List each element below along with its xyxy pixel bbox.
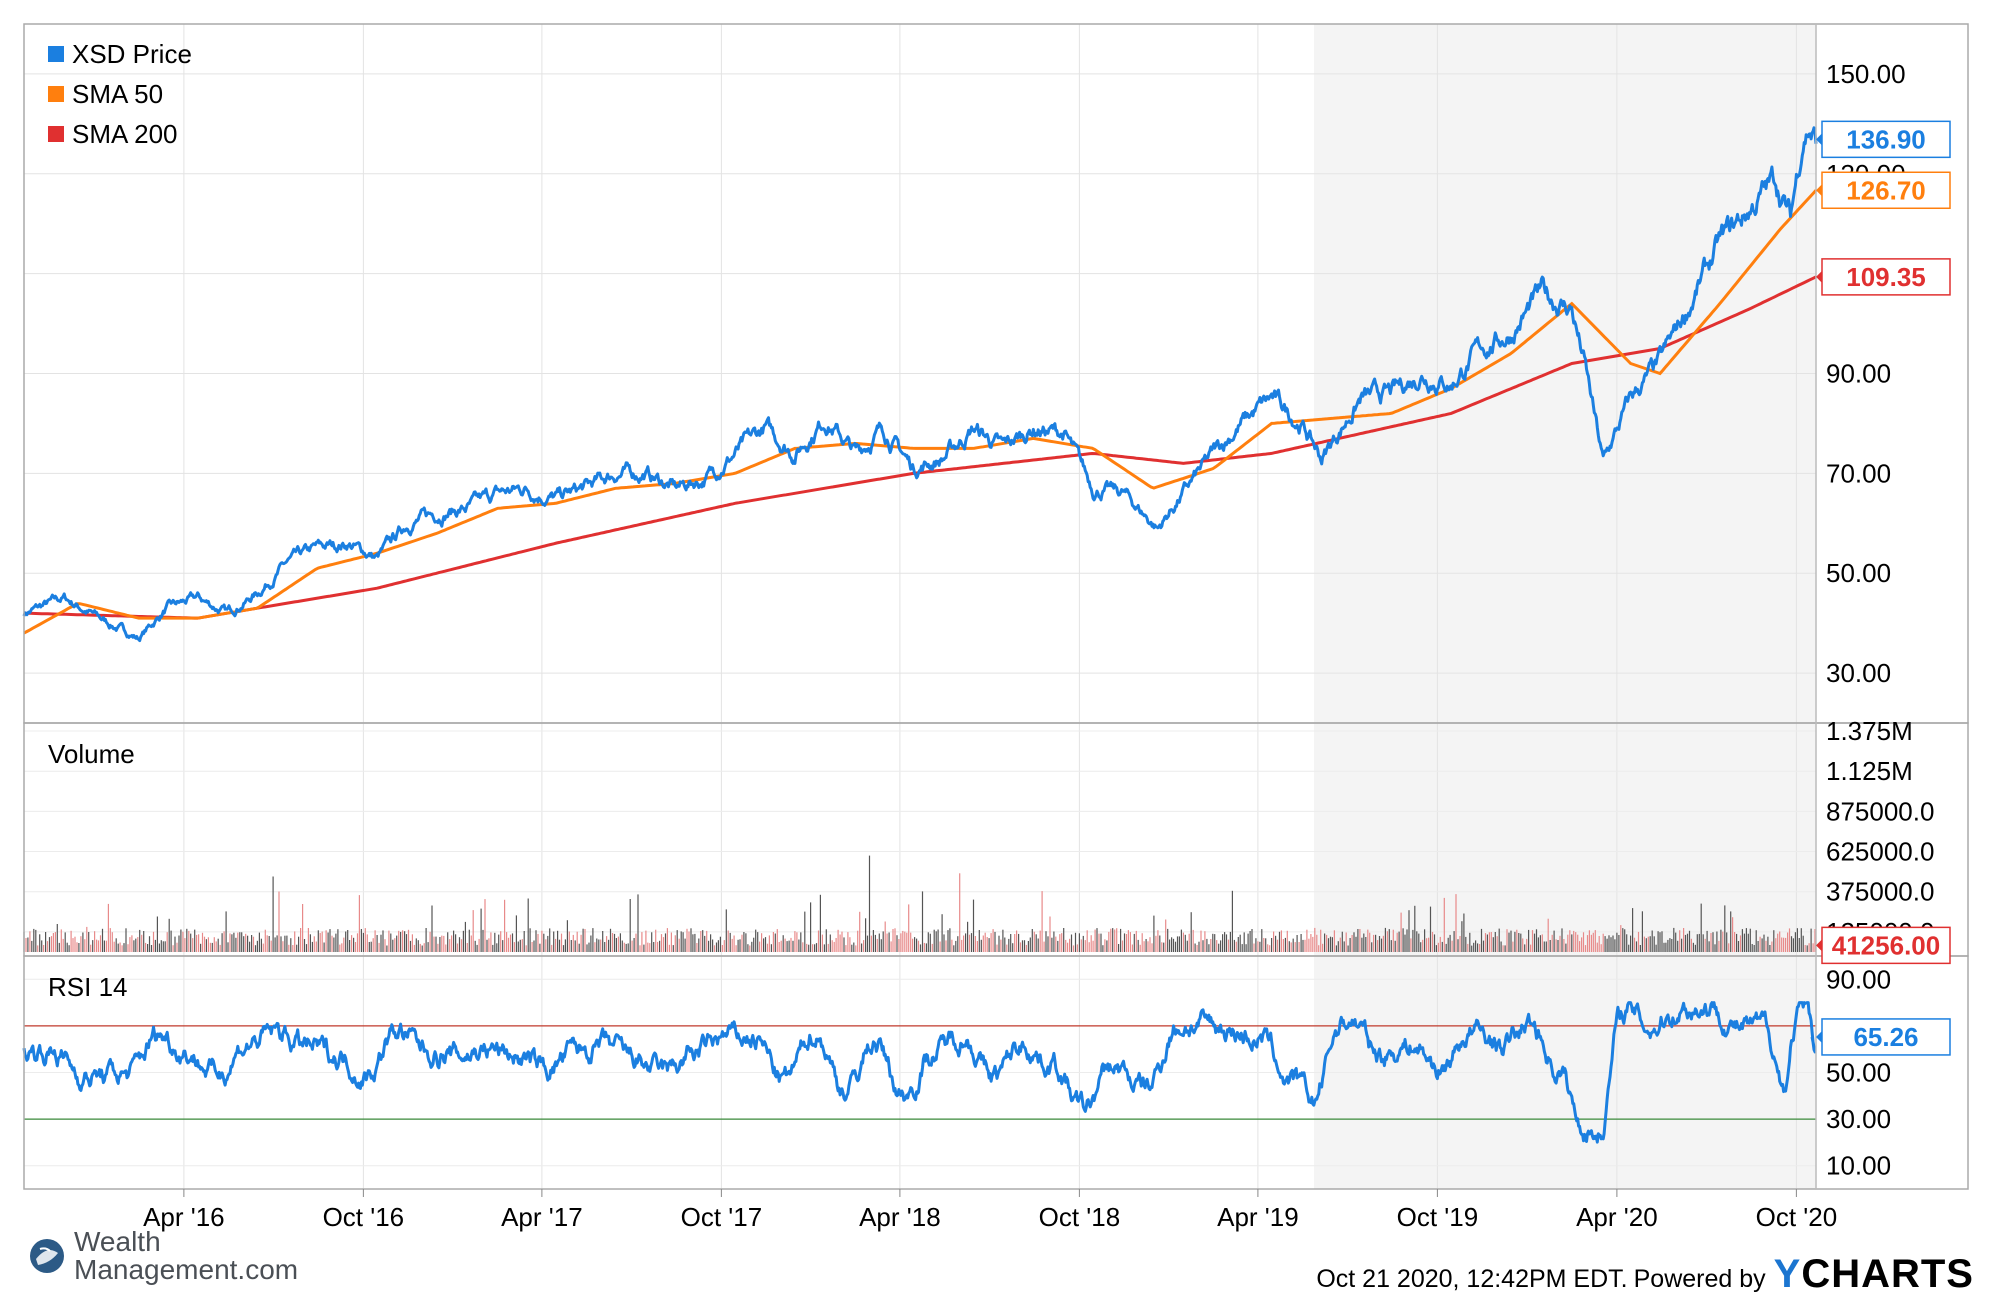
- sma50-value-tag-box: [1821, 171, 1951, 210]
- volume-panel-title: Volume: [48, 739, 135, 769]
- price-y-tick: 150.00: [1826, 59, 1906, 89]
- price-value-tag: 136.90: [1846, 124, 1926, 154]
- rsi-line: [22, 1001, 1817, 1144]
- legend-swatch-sma200: [48, 126, 64, 142]
- x-tick-label: Apr '20: [1576, 1202, 1658, 1232]
- price-y-tick: 90.00: [1826, 359, 1891, 389]
- price-y-tick: 50.00: [1826, 558, 1891, 588]
- rsi-panel-border: [23, 955, 1969, 1190]
- brand-text: Wealth Management.com: [74, 1228, 298, 1284]
- x-tick-label: Oct '20: [1756, 1202, 1838, 1232]
- ycharts-logo-rest: CHARTS: [1801, 1252, 1974, 1296]
- globe-icon: [30, 1239, 64, 1273]
- x-tick-label: Oct '16: [323, 1202, 405, 1232]
- volume-y-tick: 1.125M: [1826, 756, 1913, 786]
- sma50-value-tag: 126.70: [1846, 175, 1926, 205]
- sma200-value-tag-pointer: [1816, 270, 1822, 283]
- volume-value-tag-box: [1821, 926, 1951, 965]
- volume-y-tick: 875000.0: [1826, 796, 1934, 826]
- sma50-value-tag-pointer: [1816, 184, 1822, 197]
- legend-label-sma50: SMA 50: [72, 79, 163, 109]
- sma200-value-tag-box: [1821, 258, 1951, 296]
- x-tick-label: Apr '18: [859, 1202, 941, 1232]
- volume-y-tick: 625000.0: [1826, 837, 1934, 867]
- rsi-value-tag-pointer: [1816, 1030, 1822, 1043]
- rsi-y-tick: 30.00: [1826, 1104, 1891, 1134]
- x-tick-label: Oct '19: [1397, 1202, 1479, 1232]
- volume-value-tag-pointer: [1816, 939, 1822, 952]
- x-tick-label: Apr '19: [1217, 1202, 1299, 1232]
- timestamp: Oct 21 2020, 12:42PM EDT.: [1316, 1265, 1628, 1293]
- sma200-value-tag: 109.35: [1846, 262, 1926, 292]
- price-value-tag-box: [1821, 120, 1951, 159]
- rsi-y-tick: 90.00: [1826, 964, 1891, 994]
- legend: XSD Price SMA 50 SMA 200: [48, 39, 192, 149]
- attribution: Oct 21 2020, 12:42PM EDT. Powered by YCH…: [1316, 1252, 1974, 1297]
- price-y-tick: 70.00: [1826, 458, 1891, 488]
- ycharts-logo[interactable]: YCHARTS: [1774, 1252, 1974, 1297]
- volume-series: [23, 855, 1816, 952]
- ycharts-logo-y: Y: [1773, 1252, 1802, 1296]
- shaded-region: [1314, 24, 1816, 1189]
- brand-line-2: Management.com: [74, 1254, 299, 1285]
- legend-label-price: XSD Price: [72, 39, 192, 69]
- legend-label-sma200: SMA 200: [72, 119, 178, 149]
- wealthmanagement-logo: Wealth Management.com: [28, 1228, 298, 1284]
- rsi-y-tick: 10.00: [1826, 1151, 1891, 1181]
- rsi-y-tick: 50.00: [1826, 1058, 1891, 1088]
- rsi-value-tag: 65.26: [1853, 1022, 1918, 1052]
- volume-y-tick: 375000.0: [1826, 877, 1934, 907]
- price-value-tag-pointer: [1816, 133, 1822, 146]
- brand-line-1: Wealth: [74, 1226, 161, 1257]
- x-tick-label: Apr '16: [143, 1202, 225, 1232]
- x-tick-label: Oct '17: [681, 1202, 763, 1232]
- sma50-line: [23, 189, 1818, 635]
- value-tags: 136.90 126.70 109.35 41256.00 65.26: [1816, 120, 1951, 1056]
- volume-y-tick: 1.375M: [1826, 716, 1913, 746]
- x-tick-label: Apr '17: [501, 1202, 583, 1232]
- powered-by-label: Powered by: [1633, 1265, 1766, 1293]
- price-series: [22, 126, 1818, 643]
- price-y-tick: 30.00: [1826, 658, 1891, 688]
- volume-value-tag: 41256.00: [1832, 930, 1940, 960]
- legend-swatch-sma50: [48, 86, 64, 102]
- price-line: [22, 126, 1818, 643]
- x-tick-label: Oct '18: [1039, 1202, 1121, 1232]
- rsi-series: [22, 1001, 1817, 1144]
- axes: Apr '16 Oct '16 Apr '17 Oct '17 Apr '18 Oct '…: [143, 59, 1934, 1232]
- rsi-panel-title: RSI 14: [48, 972, 128, 1002]
- legend-swatch-price: [48, 46, 64, 62]
